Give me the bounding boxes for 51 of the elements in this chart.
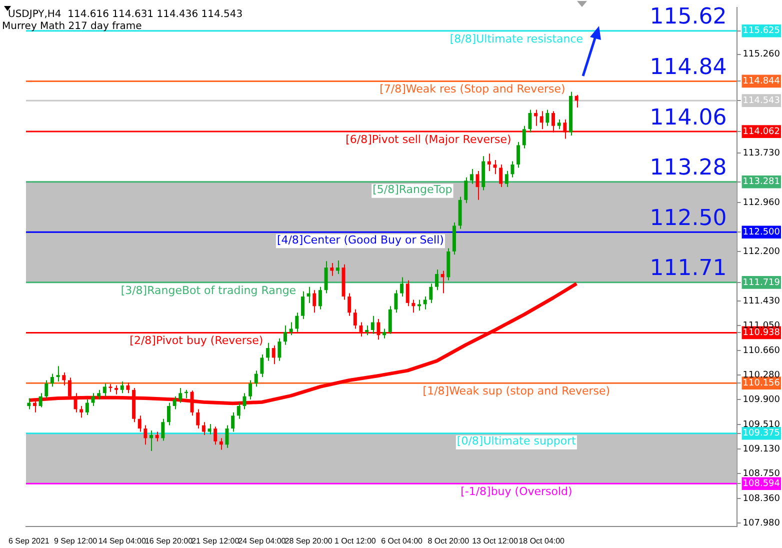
y-tick-label: 112.960 (742, 198, 780, 208)
ref-line-label: [1/8]Weak sup (stop and Reverse) (422, 384, 610, 398)
x-tick-label: 21 Sep 12:00 (192, 536, 240, 546)
y-tick-label: 107.980 (742, 518, 780, 529)
y-tick-label: 113.730 (742, 148, 780, 158)
y-tick-label: 111.719 (742, 278, 780, 288)
x-tick-label: 28 Sep 20:00 (284, 536, 333, 546)
y-tick-label: 111.430 (742, 296, 780, 306)
ref-line-label: [8/8]Ultimate resistance (450, 32, 584, 46)
y-tick-label: 109.130 (742, 444, 780, 454)
x-tick-label: 9 Sep 12:00 (54, 536, 98, 546)
x-tick-label: 6 Sep 2021 (8, 536, 50, 546)
ref-line-label: [-1/8]buy (Oversold) (460, 485, 572, 498)
y-tick-label: 109.900 (742, 394, 780, 405)
annotation: 114.06 (650, 105, 727, 130)
ref-line-label: [6/8]Pivot sell (Major Reverse) (346, 132, 512, 146)
annotation: 114.84 (650, 54, 727, 80)
x-tick-label: 8 Oct 20:00 (428, 536, 470, 546)
ref-line-label: [2/8]Pivot buy (Reverse) (130, 334, 264, 348)
x-tick-label: 6 Oct 04:00 (381, 536, 424, 546)
ref-line-label: [5/8]RangeTop (372, 183, 452, 196)
ref-line-label: [0/8]Ultimate support (456, 434, 577, 448)
chart-title: USDJPY,H4 114.616 114.631 114.436 114.543 (8, 8, 243, 20)
ref-line-label: [4/8]Center (Good Buy or Sell) (276, 233, 444, 246)
annotation: 111.71 (650, 256, 727, 282)
y-tick-label: 112.200 (742, 246, 780, 257)
ref-line-label: [7/8]Weak res (Stop and Reverse) (380, 82, 566, 96)
y-tick-label: 108.594 (742, 478, 780, 489)
ref-line-label: [3/8]RangeBot of trading Range (120, 284, 296, 297)
y-tick-label: 113.281 (742, 177, 780, 188)
y-tick-label: 114.062 (742, 126, 780, 137)
y-tick-label: 115.260 (742, 50, 780, 60)
x-tick-label: 16 Sep 20:00 (144, 536, 194, 546)
y-tick-label: 110.156 (742, 378, 780, 388)
x-tick-label: 14 Sep 04:00 (98, 536, 146, 546)
x-tick-label: 18 Oct 04:00 (518, 536, 566, 546)
text: Murrey Math 217 day frame (2, 20, 142, 32)
x-tick-label: 1 Oct 12:00 (334, 536, 376, 546)
y-tick-label: 110.938 (742, 328, 780, 338)
y-tick-label: 115.625 (742, 26, 780, 36)
y-tick-label: 114.844 (742, 76, 780, 87)
y-tick-label: 109.375 (742, 428, 780, 439)
annotation: 112.50 (650, 206, 727, 231)
y-tick-label: 108.360 (742, 494, 780, 504)
y-tick-label: 110.660 (742, 346, 780, 356)
annotation: 115.62 (650, 4, 727, 30)
x-tick-label: 13 Oct 12:00 (472, 536, 518, 546)
y-tick-label: 112.500 (742, 227, 780, 238)
annotation: 113.28 (650, 156, 727, 181)
y-tick-label: 108.750 (742, 468, 780, 479)
x-tick-label: 24 Sep 04:00 (238, 536, 286, 546)
